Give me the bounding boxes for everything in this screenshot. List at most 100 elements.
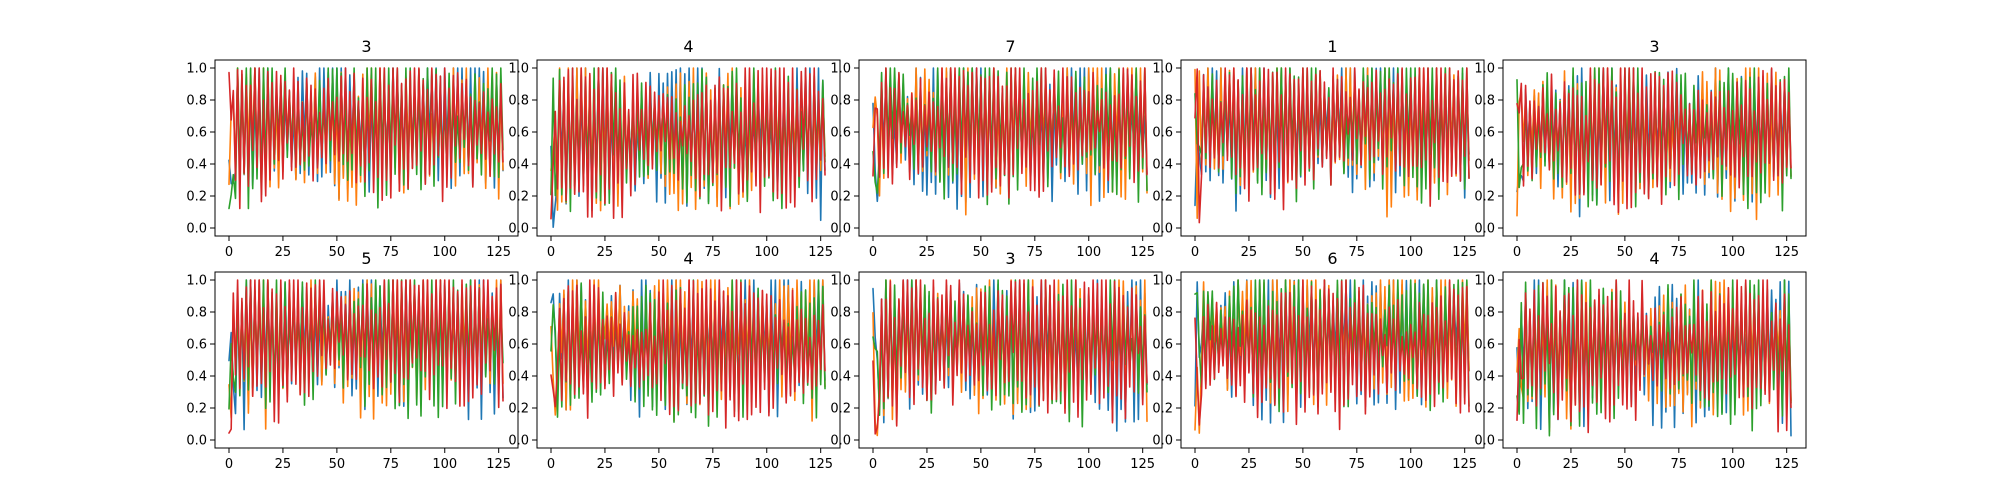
y-tick-label: 1.0 [1152, 62, 1173, 77]
y-tick-label: 0.2 [830, 402, 851, 417]
subplot-title: 3 [361, 37, 371, 56]
x-tick-label: 0 [1191, 457, 1199, 472]
y-tick-label: 0.2 [508, 190, 529, 205]
y-tick-label: 0.0 [1152, 434, 1173, 449]
subplot-title: 1 [1327, 37, 1337, 56]
x-tick-label: 25 [919, 245, 936, 260]
y-tick-label: 0.8 [1152, 94, 1173, 109]
series-line-4 [872, 279, 1148, 435]
y-tick-label: 1.0 [1474, 62, 1495, 77]
x-tick-label: 25 [919, 457, 936, 472]
subplot-title: 4 [1649, 249, 1659, 268]
y-tick-label: 0.2 [1152, 190, 1173, 205]
x-tick-label: 50 [1617, 457, 1634, 472]
x-tick-label: 0 [225, 457, 233, 472]
x-tick-label: 100 [1720, 457, 1745, 472]
y-tick-label: 0.4 [1152, 370, 1173, 385]
x-tick-label: 0 [1191, 245, 1199, 260]
y-tick-label: 0.6 [830, 338, 851, 353]
series-line-4 [1516, 279, 1792, 434]
x-tick-label: 125 [1774, 457, 1799, 472]
subplot-title: 3 [1005, 249, 1015, 268]
y-tick-label: 0.8 [1474, 306, 1495, 321]
x-tick-label: 50 [1617, 245, 1634, 260]
subplot-10: 0 25 50 75 100 125 0.0 0.2 0.4 0.6 0.8 1.0 4 [1474, 249, 1807, 472]
subplot-5: 0 25 50 75 100 125 0.0 0.2 0.4 0.6 0.8 1.0 3 [1474, 37, 1807, 260]
y-tick-label: 0.0 [186, 222, 207, 237]
x-tick-label: 25 [1563, 457, 1580, 472]
x-tick-label: 75 [705, 245, 722, 260]
series-line-4 [550, 67, 826, 220]
series-line-4 [872, 67, 1148, 199]
subplot-title: 4 [683, 249, 693, 268]
axes-frame [858, 59, 1163, 237]
x-tick-label: 50 [651, 457, 668, 472]
x-tick-label: 100 [754, 457, 779, 472]
subplot-4: 0 25 50 75 100 125 0.0 0.2 0.4 0.6 0.8 1.0 1 [1152, 37, 1485, 260]
axes-frame [858, 271, 1163, 449]
subplot-7: 0 25 50 75 100 125 0.0 0.2 0.4 0.6 0.8 1.0 4 [508, 249, 841, 472]
x-tick-label: 125 [1452, 245, 1477, 260]
subplot-1: 0 25 50 75 100 125 0.0 0.2 0.4 0.6 0.8 1.0 3 [186, 37, 519, 260]
x-tick-label: 100 [1076, 245, 1101, 260]
y-tick-label: 0.0 [1474, 434, 1495, 449]
y-tick-label: 0.2 [1474, 190, 1495, 205]
x-tick-label: 0 [1513, 457, 1521, 472]
y-tick-label: 0.4 [508, 158, 529, 173]
x-tick-label: 125 [1774, 245, 1799, 260]
x-tick-label: 100 [432, 457, 457, 472]
x-tick-label: 125 [808, 457, 833, 472]
axes-frame [214, 59, 519, 237]
series-line-4 [1194, 279, 1470, 431]
y-tick-label: 1.0 [1474, 274, 1495, 289]
y-tick-label: 0.2 [186, 190, 207, 205]
x-tick-label: 75 [1027, 245, 1044, 260]
x-tick-label: 50 [1295, 457, 1312, 472]
y-tick-label: 0.8 [508, 94, 529, 109]
y-tick-label: 0.4 [830, 158, 851, 173]
y-tick-label: 1.0 [830, 274, 851, 289]
x-tick-label: 0 [869, 245, 877, 260]
x-tick-label: 75 [1349, 457, 1366, 472]
y-tick-label: 0.6 [1152, 126, 1173, 141]
y-tick-label: 0.2 [830, 190, 851, 205]
x-tick-label: 100 [432, 245, 457, 260]
x-tick-label: 0 [547, 457, 555, 472]
axes-frame [214, 271, 519, 449]
axes-frame [1502, 59, 1807, 237]
x-tick-label: 100 [1720, 245, 1745, 260]
x-tick-label: 25 [597, 245, 614, 260]
axes-frame [536, 59, 841, 237]
y-tick-label: 0.6 [830, 126, 851, 141]
subplot-9: 0 25 50 75 100 125 0.0 0.2 0.4 0.6 0.8 1.0 6 [1152, 249, 1485, 472]
y-tick-label: 0.6 [1474, 126, 1495, 141]
y-tick-label: 0.8 [186, 306, 207, 321]
y-tick-label: 0.0 [830, 222, 851, 237]
y-tick-label: 0.2 [508, 402, 529, 417]
axes-frame [1180, 271, 1485, 449]
y-tick-label: 0.0 [508, 222, 529, 237]
x-tick-label: 25 [275, 245, 292, 260]
y-tick-label: 0.4 [830, 370, 851, 385]
x-tick-label: 100 [1398, 245, 1423, 260]
y-tick-label: 1.0 [186, 62, 207, 77]
x-tick-label: 75 [1671, 457, 1688, 472]
series-line-4 [228, 67, 504, 210]
y-tick-label: 0.6 [508, 126, 529, 141]
subplot-title: 6 [1327, 249, 1337, 268]
x-tick-label: 25 [275, 457, 292, 472]
x-tick-label: 125 [1130, 245, 1155, 260]
y-tick-label: 0.8 [186, 94, 207, 109]
y-tick-label: 1.0 [830, 62, 851, 77]
x-tick-label: 125 [1130, 457, 1155, 472]
y-tick-label: 0.6 [186, 126, 207, 141]
y-tick-label: 0.6 [1474, 338, 1495, 353]
y-tick-label: 0.2 [1152, 402, 1173, 417]
y-tick-label: 0.4 [1474, 158, 1495, 173]
x-tick-label: 75 [1349, 245, 1366, 260]
x-tick-label: 0 [547, 245, 555, 260]
subplot-title: 3 [1649, 37, 1659, 56]
y-tick-label: 0.2 [186, 402, 207, 417]
axes-frame [536, 271, 841, 449]
x-tick-label: 75 [383, 245, 400, 260]
